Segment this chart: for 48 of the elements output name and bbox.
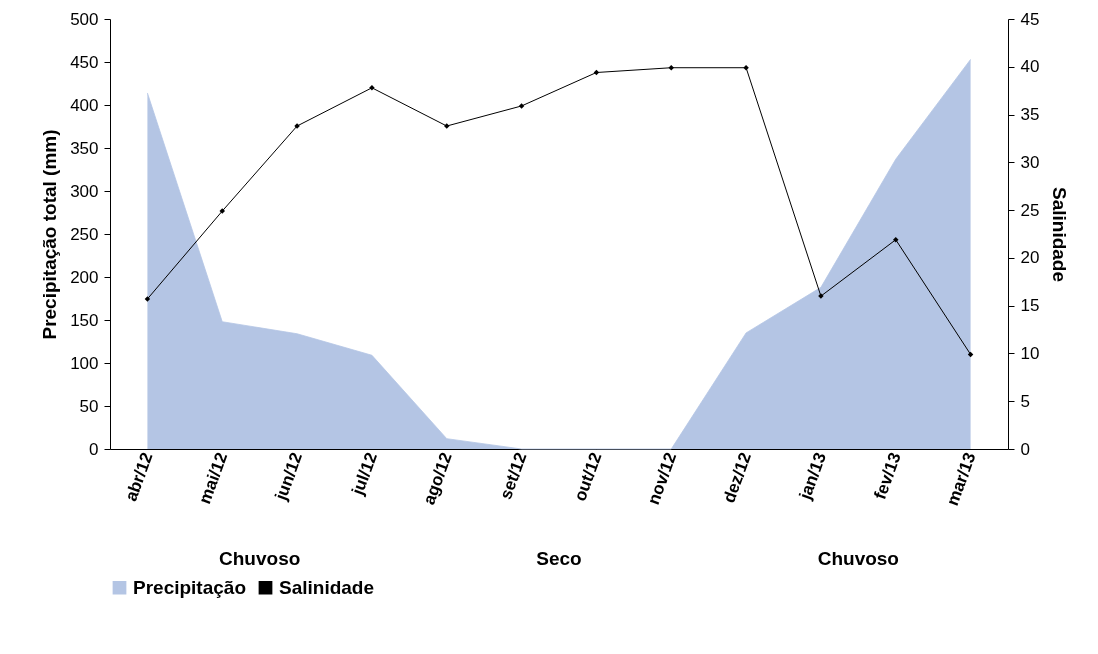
x-tick-label: out/12 xyxy=(570,450,606,504)
point xyxy=(893,236,899,243)
text: Seco xyxy=(536,548,582,569)
y2-tick-label: 30 xyxy=(1020,152,1040,172)
point xyxy=(219,208,225,214)
x-tick-label: ago/12 xyxy=(419,450,456,508)
x-tick-label: mai/12 xyxy=(195,450,232,507)
y-tick-label: 500 xyxy=(70,9,99,29)
point xyxy=(743,64,749,71)
x-tick-label: dez/12 xyxy=(719,450,756,506)
y2-axis-title: Salinidade xyxy=(1049,186,1071,283)
y2-tick-label: 35 xyxy=(1020,105,1040,125)
x-tick-label: set/12 xyxy=(496,450,531,502)
x-tick-label: fev/13 xyxy=(870,450,905,502)
y-tick-label: 200 xyxy=(70,267,99,287)
point xyxy=(369,85,375,91)
point xyxy=(518,103,525,109)
point xyxy=(144,296,151,302)
x-tick-label: jul/12 xyxy=(347,450,381,499)
x-tick-label: jan/13 xyxy=(795,450,830,503)
point xyxy=(668,64,674,71)
text: Chuvoso xyxy=(219,548,301,569)
y-tick-label: 0 xyxy=(89,439,99,459)
x-tick-label: jun/12 xyxy=(271,450,307,504)
y-tick-label: 250 xyxy=(70,224,99,244)
y-tick-label: 300 xyxy=(70,181,99,201)
y-tick-label: 350 xyxy=(70,138,99,158)
point xyxy=(444,123,450,129)
y2-tick-label: 25 xyxy=(1020,200,1040,220)
y2-tick-label: 40 xyxy=(1020,57,1040,77)
y-tick-label: 400 xyxy=(70,95,99,115)
y2-tick-label: 5 xyxy=(1020,391,1030,411)
legend-label: Precipitação xyxy=(133,576,246,598)
y2-tick-label: 45 xyxy=(1020,9,1040,29)
x-tick-label: mar/13 xyxy=(942,450,980,509)
x-tick-label: abr/12 xyxy=(121,450,157,504)
y-tick-label: 450 xyxy=(70,52,99,72)
legend-label: Salinidade xyxy=(279,576,375,598)
y2-tick-label: 0 xyxy=(1020,439,1030,459)
y-tick-label: 50 xyxy=(79,396,99,416)
y2-tick-label: 15 xyxy=(1020,296,1040,316)
x-tick-label: nov/12 xyxy=(643,450,681,508)
y-tick-label: 150 xyxy=(70,310,99,330)
text: Chuvoso xyxy=(817,548,899,569)
y-tick-label: 100 xyxy=(70,353,99,373)
y-axis-title: Precipitação total (mm) xyxy=(39,129,61,340)
y2-tick-label: 10 xyxy=(1020,343,1040,363)
y2-tick-label: 20 xyxy=(1020,248,1040,268)
